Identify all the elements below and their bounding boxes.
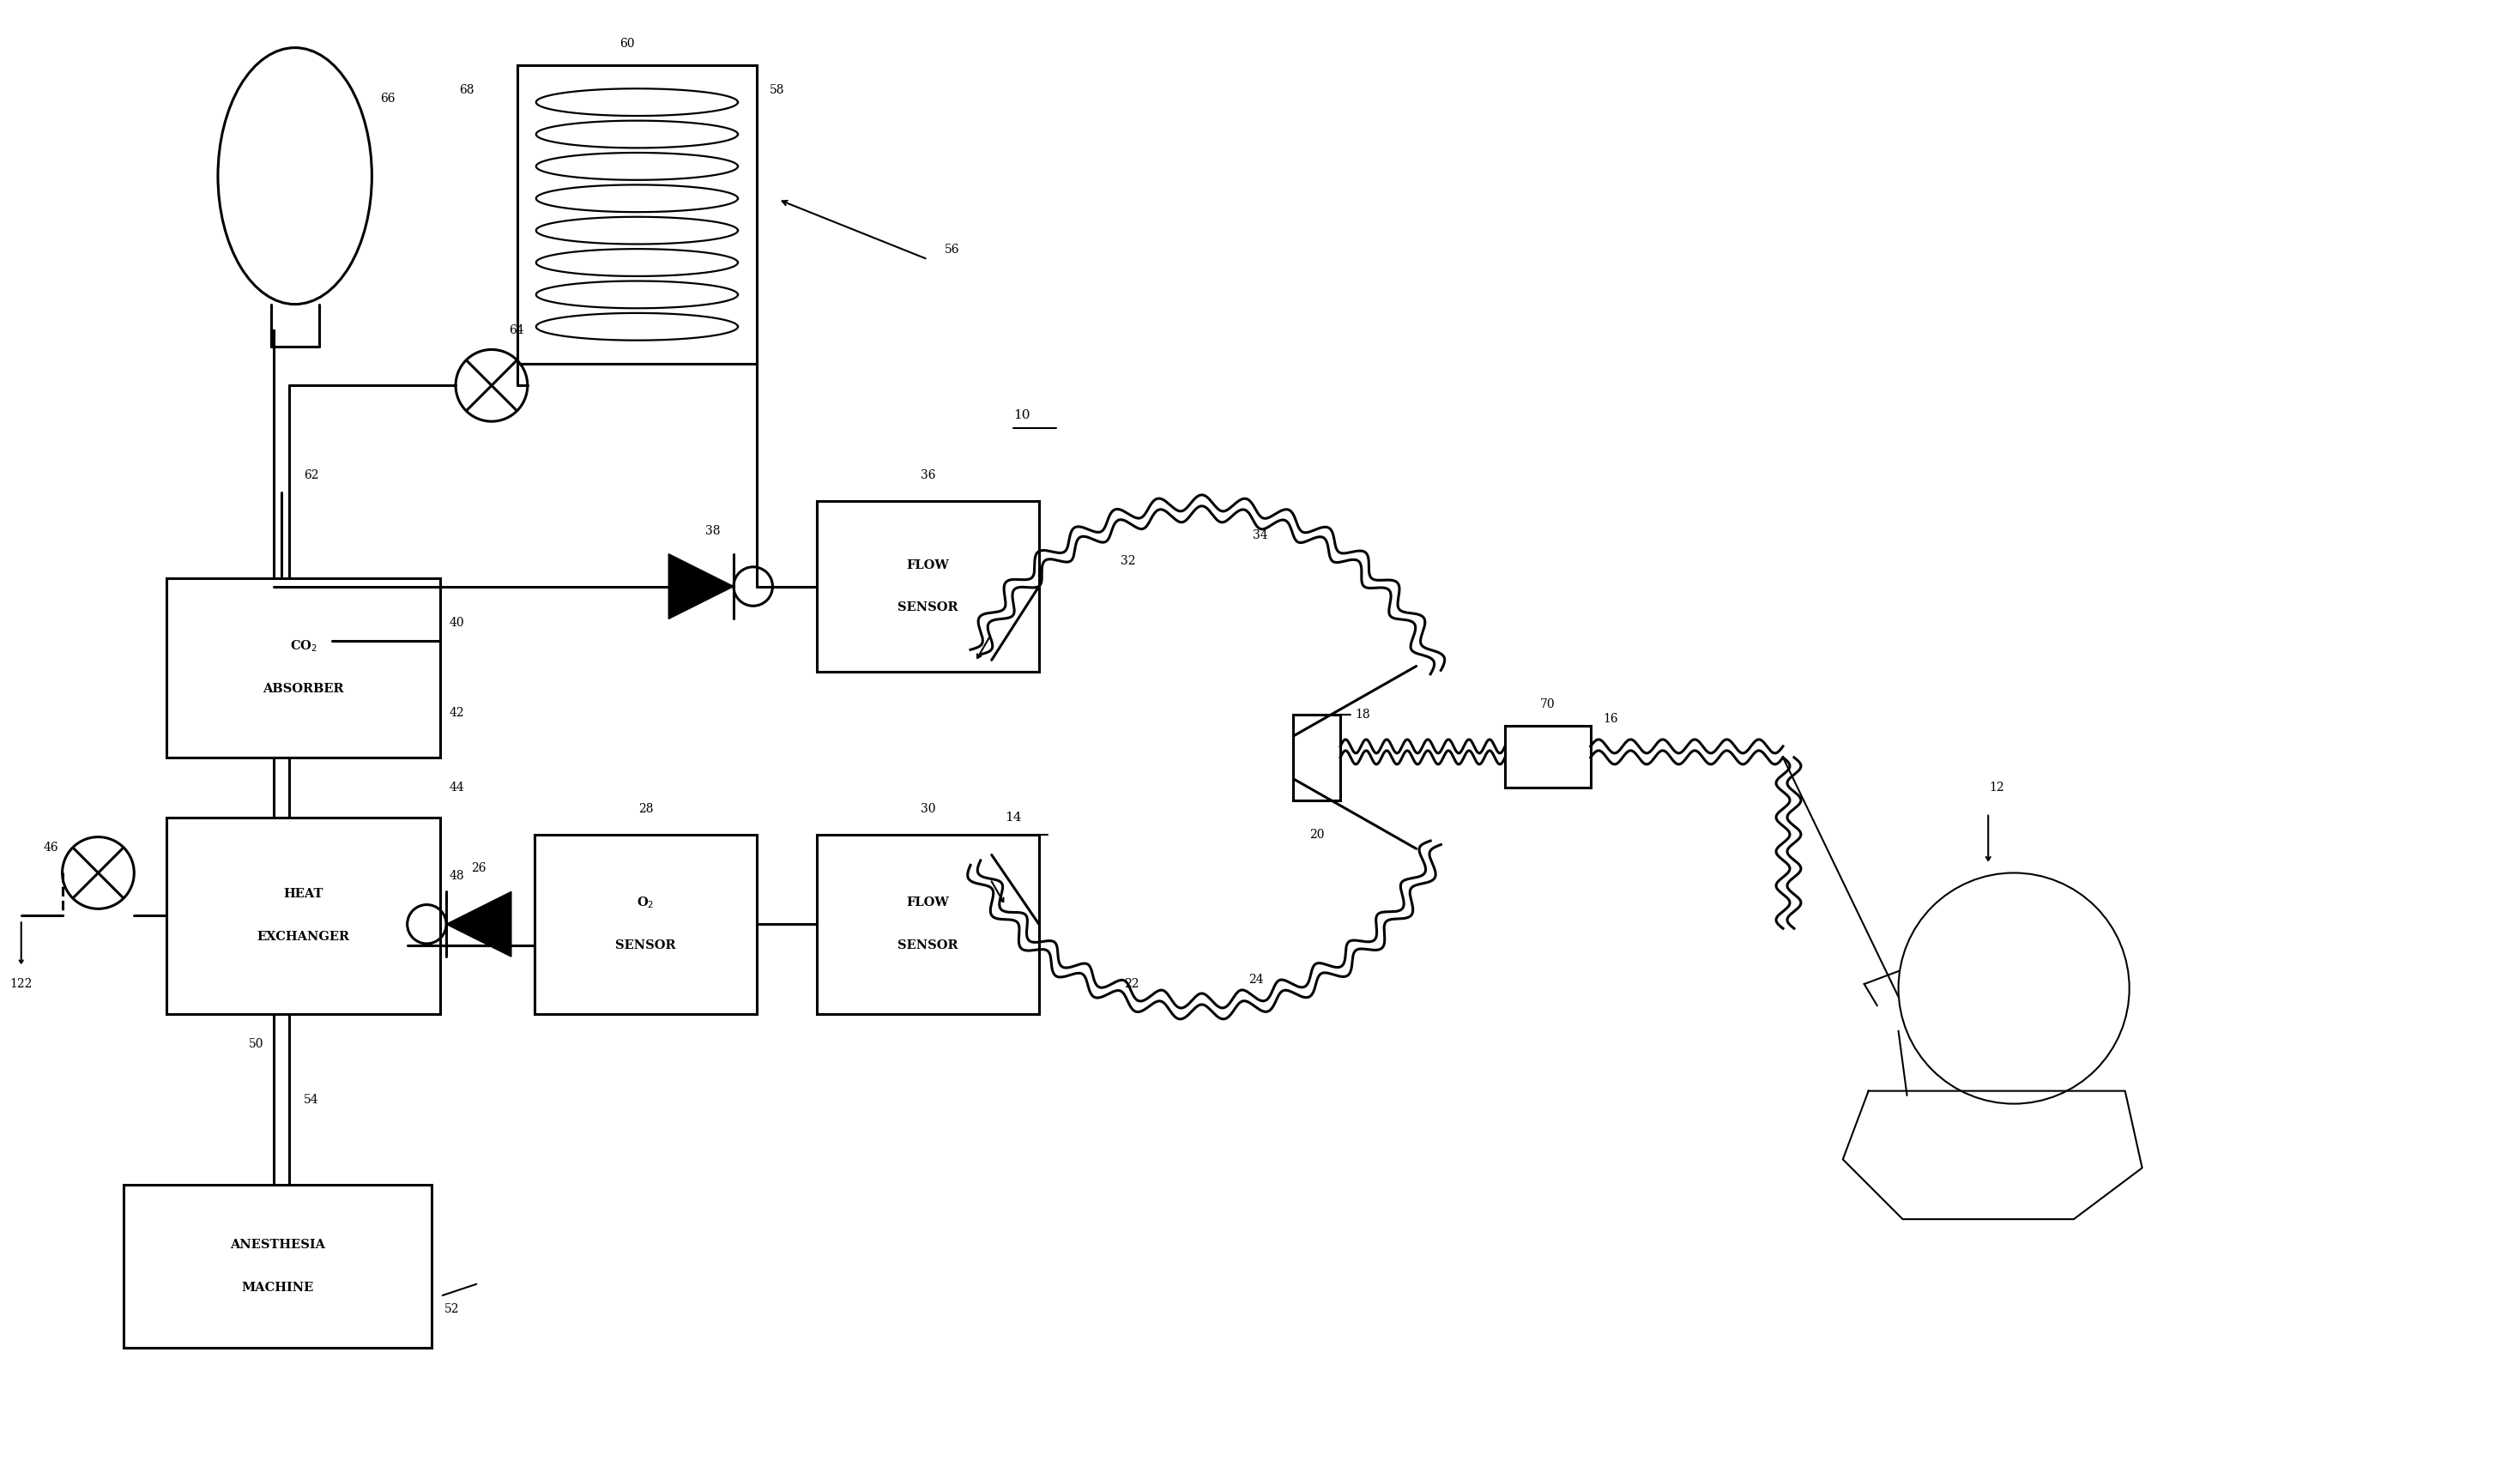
Text: 42: 42 — [449, 707, 464, 719]
Text: CO$_2$: CO$_2$ — [290, 638, 318, 655]
Text: FLOW: FLOW — [907, 897, 950, 909]
Text: 44: 44 — [449, 782, 464, 793]
Text: 56: 56 — [945, 244, 960, 256]
Bar — [123, 1185, 431, 1347]
Text: 64: 64 — [509, 324, 524, 336]
Text: SENSOR: SENSOR — [615, 939, 675, 951]
Bar — [166, 579, 441, 757]
Text: 34: 34 — [1252, 529, 1268, 541]
Text: 16: 16 — [1603, 713, 1618, 725]
Text: 36: 36 — [920, 469, 935, 481]
Text: EXCHANGER: EXCHANGER — [257, 931, 350, 942]
Text: FLOW: FLOW — [907, 560, 950, 571]
Text: 12: 12 — [1988, 782, 2003, 793]
Text: ABSORBER: ABSORBER — [262, 684, 345, 695]
Text: SENSOR: SENSOR — [897, 939, 958, 951]
Text: 46: 46 — [43, 842, 58, 853]
Text: HEAT: HEAT — [285, 888, 323, 900]
Text: 68: 68 — [459, 85, 474, 96]
Text: 62: 62 — [302, 469, 318, 481]
Text: 52: 52 — [444, 1303, 459, 1315]
Text: 18: 18 — [1356, 709, 1371, 720]
Text: 70: 70 — [1540, 698, 1555, 710]
Text: 10: 10 — [1013, 409, 1031, 421]
Bar — [1504, 726, 1590, 787]
Text: 32: 32 — [1121, 555, 1134, 567]
Text: 26: 26 — [471, 862, 486, 875]
Bar — [1293, 714, 1341, 801]
Text: O$_2$: O$_2$ — [638, 896, 655, 910]
Bar — [816, 501, 1038, 672]
Text: 58: 58 — [769, 85, 784, 96]
Text: 30: 30 — [920, 802, 935, 815]
Polygon shape — [668, 554, 733, 619]
Polygon shape — [446, 891, 512, 957]
Text: 14: 14 — [1005, 811, 1021, 824]
Text: 38: 38 — [706, 524, 721, 536]
Text: 28: 28 — [638, 802, 653, 815]
Bar — [517, 64, 756, 364]
Text: 60: 60 — [620, 38, 635, 50]
Text: 48: 48 — [449, 871, 464, 882]
Bar — [534, 834, 756, 1014]
Text: 40: 40 — [449, 617, 464, 628]
Text: 24: 24 — [1247, 973, 1263, 986]
Text: ANESTHESIA: ANESTHESIA — [229, 1239, 325, 1251]
Bar — [166, 817, 441, 1014]
Text: 66: 66 — [381, 94, 396, 105]
Text: 50: 50 — [249, 1037, 265, 1050]
Bar — [816, 834, 1038, 1014]
Text: 20: 20 — [1310, 828, 1326, 840]
Text: 122: 122 — [10, 977, 33, 991]
Text: 22: 22 — [1124, 977, 1139, 991]
Text: 54: 54 — [302, 1093, 318, 1106]
Text: MACHINE: MACHINE — [242, 1281, 315, 1293]
Text: SENSOR: SENSOR — [897, 602, 958, 614]
